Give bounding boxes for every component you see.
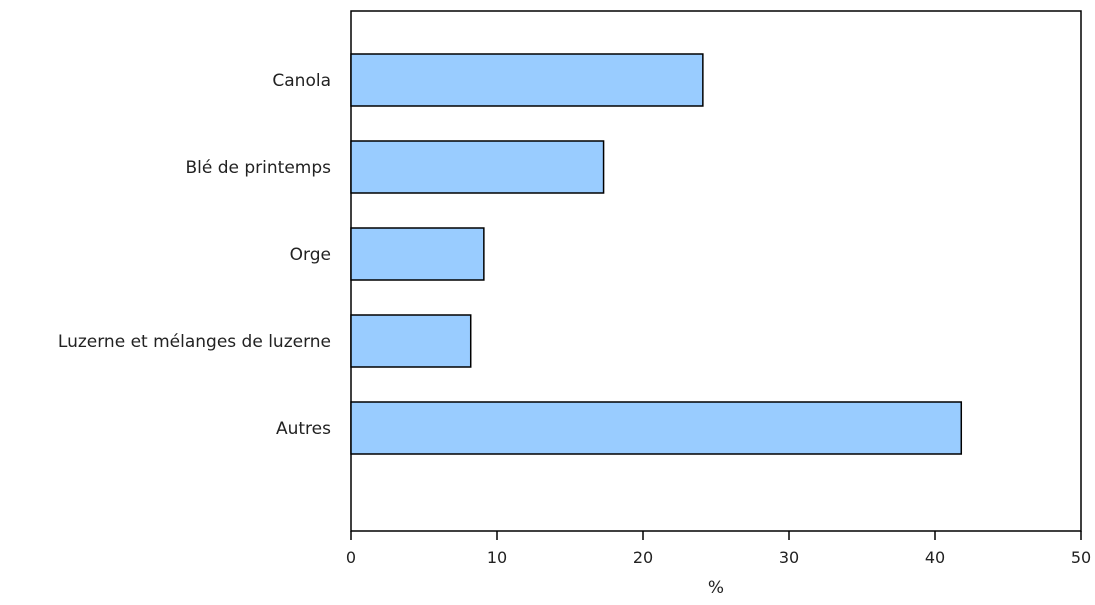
x-tick-label-1: 10 <box>487 548 507 567</box>
x-tick-label-5: 50 <box>1071 548 1091 567</box>
category-label-4: Autres <box>276 419 331 439</box>
x-tick-label-4: 40 <box>925 548 945 567</box>
category-label-0: Canola <box>272 71 331 91</box>
category-labels: Canola Blé de printemps Orge Luzerne et mél… <box>58 71 331 439</box>
category-label-3: Luzerne et mélanges de luzerne <box>58 332 331 352</box>
x-tick-label-2: 20 <box>633 548 653 567</box>
x-axis-ticks: 0 10 20 30 40 50 <box>346 531 1091 567</box>
category-label-1: Blé de printemps <box>185 158 331 178</box>
x-tick-label-0: 0 <box>346 548 356 567</box>
x-tick-label-3: 30 <box>779 548 799 567</box>
bars-layer <box>350 53 963 455</box>
category-label-2: Orge <box>290 245 331 265</box>
bar-3 <box>350 314 472 368</box>
bar-4 <box>350 401 963 455</box>
x-axis-title: % <box>708 578 724 598</box>
bar-2 <box>350 227 485 281</box>
bar-1 <box>350 140 605 194</box>
bar-0 <box>350 53 704 107</box>
